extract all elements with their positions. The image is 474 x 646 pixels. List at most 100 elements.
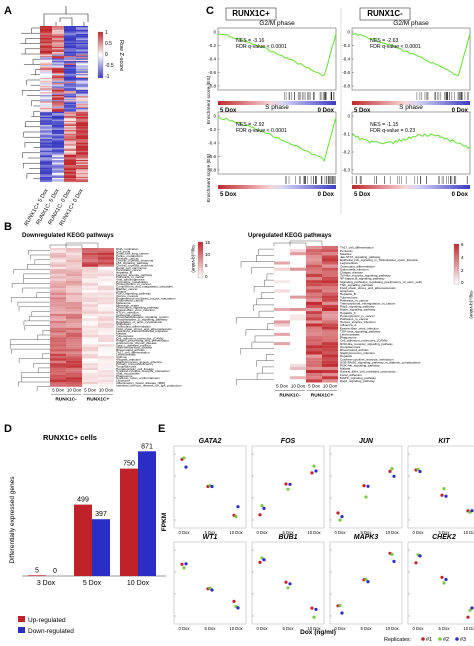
bar-up-2 [74, 504, 92, 576]
kegg-cell [82, 334, 98, 338]
heatmap-a-cell [64, 29, 76, 32]
kegg-cell [98, 325, 114, 328]
heatmap-a-cell [64, 161, 76, 163]
kegg-cell [98, 349, 114, 352]
heatmap-a-cell [40, 37, 52, 40]
heatmap-a-cell [40, 48, 52, 50]
kegg-cell [290, 246, 306, 250]
heatmap-a-cell [52, 55, 64, 58]
heatmap-a-cell [40, 39, 52, 41]
heatmap-a-cell [52, 29, 64, 32]
replicate-point [338, 604, 342, 608]
heatmap-a-cell [64, 117, 76, 119]
heatmap-a-cell [40, 152, 52, 154]
gsea-es-curve [217, 33, 337, 77]
gene-title: CHEK2 [432, 534, 456, 541]
heatmap-a-cell [76, 58, 88, 60]
kegg-cell [66, 377, 82, 380]
kegg-cell [66, 264, 82, 267]
fpkm-panel-jun: JUN 0 Dox 5 Dox 10 Dox [329, 438, 403, 535]
kegg-cell [274, 258, 290, 262]
kegg-cell [290, 264, 306, 268]
heatmap-a-cell [40, 114, 52, 116]
gsea-rank-bar [352, 101, 470, 105]
heatmap-a-cell [40, 45, 52, 47]
kegg-cell [98, 327, 114, 331]
kegg-cell [290, 376, 306, 380]
kegg-cell [274, 323, 290, 327]
heatmap-a-cell [64, 35, 76, 37]
kegg-cell [50, 339, 66, 343]
heatmap-a-cell [52, 117, 64, 119]
kegg-cell [274, 283, 290, 287]
heatmap-a-cell [76, 50, 88, 53]
kegg-cell [66, 360, 82, 364]
heatmap-a-cell [76, 120, 88, 123]
heatmap-a-cell [52, 92, 64, 94]
kegg-cell [66, 342, 82, 345]
kegg-cell [290, 261, 306, 265]
heatmap-a-cell [64, 159, 76, 162]
heatmap-a-cell [40, 88, 52, 90]
replicate-point [184, 562, 188, 566]
heatmap-a-cell [76, 107, 88, 110]
kegg-cell [50, 316, 66, 319]
kegg-cell [322, 326, 338, 330]
heatmap-a-cell [40, 36, 52, 38]
kegg-cell [82, 264, 98, 267]
heatmap-a-cell [52, 141, 64, 144]
heatmap-a-cell [52, 163, 64, 166]
kegg-cell [274, 335, 290, 340]
heatmap-a-cell [76, 122, 88, 124]
kegg-cell [274, 329, 290, 333]
kegg-cell [306, 379, 322, 383]
kegg-cell [290, 342, 306, 346]
heatmap-a-cell [40, 96, 52, 98]
kegg-cell [274, 246, 290, 250]
kegg-cell [50, 370, 66, 373]
heatmap-a-cell [64, 123, 76, 125]
heatmap-a-cell [64, 66, 76, 68]
kegg-pathway-label: Complement_and_coagulation_cascades [116, 285, 173, 289]
heatmap-a-cell [64, 178, 76, 180]
heatmap-a-cell [52, 84, 64, 86]
kegg-cell [98, 365, 114, 368]
kegg-cell [98, 311, 114, 314]
heatmap-a-cell [40, 139, 52, 141]
kegg-cell [274, 304, 290, 309]
kegg-cell [98, 250, 114, 253]
bar-value-label: 397 [95, 511, 107, 518]
kegg-cell [290, 326, 306, 330]
kegg-pathway-label: Osteoclast_differentiation [340, 264, 375, 268]
gsea-y-tick: -0.6 [208, 70, 216, 75]
kegg-cell [322, 255, 338, 259]
heatmap-a-cell [76, 145, 88, 148]
heatmap-a-cell [40, 135, 52, 137]
heatmap-a-cell [52, 118, 64, 120]
kegg-pathway-label: Graft-versus-host_disease [116, 346, 153, 350]
gsea-right-label: 0 Dox [452, 108, 469, 114]
heatmap-a-cell [76, 149, 88, 151]
replicate-2-swatch [438, 637, 442, 641]
heatmap-a-cell [64, 176, 76, 179]
kegg-cell [98, 273, 114, 277]
kegg-cell [50, 280, 66, 284]
heatmap-a-cell [76, 113, 88, 115]
kegg-cell [306, 314, 322, 318]
kegg-cell [322, 320, 338, 324]
heatmap-a-cell [52, 161, 64, 163]
heatmap-a-cell [52, 91, 64, 93]
heatmap-a-cell [40, 57, 52, 59]
kegg-down-tick-1: 15 [205, 240, 211, 245]
kegg-cell [290, 370, 306, 374]
kegg-pathway-label: Salmonella_infection [340, 267, 369, 271]
heatmap-a-cell [76, 172, 88, 175]
heatmap-a-cell [40, 83, 52, 85]
heatmap-a-cell [52, 41, 64, 44]
kegg-cell [98, 372, 114, 375]
heatmap-a-cell [52, 102, 64, 105]
gsea-y-tick: 0 [213, 114, 216, 119]
heatmap-a-cell [76, 92, 88, 94]
kegg-cell [290, 267, 306, 271]
heatmap-a-cell [52, 159, 64, 162]
